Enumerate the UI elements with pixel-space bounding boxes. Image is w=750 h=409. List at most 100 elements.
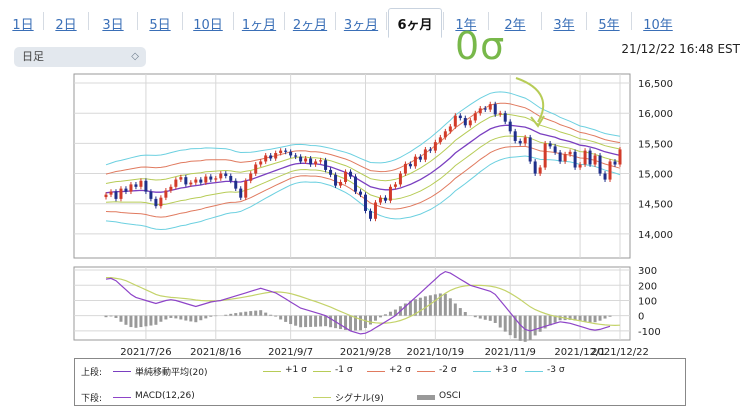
tab-7[interactable]: 2ヶ月	[292, 17, 328, 33]
legend-swatch	[113, 371, 131, 372]
osci-bar	[359, 315, 363, 331]
candle-body	[209, 176, 213, 180]
osci-bar	[209, 315, 213, 317]
candle-body	[234, 180, 238, 189]
candle-body	[363, 194, 367, 211]
tab-14[interactable]: 10年	[643, 17, 673, 33]
osci-bar	[463, 312, 467, 316]
candle-body	[274, 153, 278, 159]
legend-lower-row: 下段: MACD(12,26) シグナル(9) OSCI	[75, 389, 685, 405]
candle-body	[578, 164, 582, 168]
candle-body	[349, 171, 353, 177]
osci-bar	[578, 315, 582, 322]
candle-body	[598, 155, 602, 174]
osci-bar	[139, 315, 143, 328]
candle-body	[513, 131, 517, 141]
osci-bar	[309, 315, 313, 327]
tab-3[interactable]: 3日	[102, 17, 124, 33]
candle-body	[543, 143, 547, 168]
candle-body	[159, 197, 163, 207]
osci-bar	[403, 303, 407, 316]
legend-swatch	[417, 371, 435, 372]
osci-bar	[473, 315, 477, 318]
legend-swatch	[525, 371, 543, 372]
x-tick-label: 2021/12/1	[554, 347, 605, 358]
tab-separator	[233, 12, 234, 30]
osci-bar	[294, 315, 298, 326]
osci-bar	[204, 315, 208, 319]
osci-bar	[608, 315, 612, 317]
osci-bar	[508, 315, 512, 336]
candle-body	[184, 177, 188, 185]
tab-1[interactable]: 1日	[12, 17, 34, 33]
tab-9[interactable]: 6ヶ月	[388, 8, 442, 38]
candle-body	[204, 176, 208, 183]
candle-body	[199, 179, 203, 183]
osci-bar	[423, 296, 427, 316]
candle-body	[284, 150, 288, 152]
osci-bar	[538, 315, 542, 332]
osci-bar	[279, 315, 283, 320]
tab-11[interactable]: 2年	[504, 17, 526, 33]
legend-swatch	[113, 397, 131, 398]
interval-select-value: 日足	[22, 50, 44, 63]
osci-bar	[368, 315, 372, 325]
candle-body	[393, 184, 397, 187]
candle-body	[603, 173, 607, 180]
x-tick-label: 2021/7/26	[120, 347, 171, 358]
candle-body	[164, 190, 168, 198]
candle-body	[483, 108, 487, 110]
legend-item-label: 単純移動平均(20)	[135, 368, 208, 378]
tab-5[interactable]: 10日	[193, 17, 223, 33]
tab-12[interactable]: 3年	[553, 17, 575, 33]
osci-bar	[199, 315, 203, 321]
osci-bar	[428, 295, 432, 316]
plus-3-sigma-line	[105, 91, 621, 166]
y-tick-label: 16,000	[638, 109, 673, 120]
candle-body	[219, 173, 223, 179]
candle-body	[408, 163, 412, 167]
osci-bar	[588, 315, 592, 323]
legend-item-label: シグナル(9)	[335, 394, 384, 404]
candle-body	[264, 155, 268, 162]
osci-bar	[284, 315, 288, 322]
candle-body	[438, 137, 442, 143]
candle-body	[344, 171, 348, 182]
tab-13[interactable]: 5年	[598, 17, 620, 33]
macd-y-tick-label: 300	[638, 266, 657, 277]
tab-6[interactable]: 1ヶ月	[241, 17, 277, 33]
tab-4[interactable]: 5日	[149, 17, 171, 33]
tab-separator	[137, 12, 138, 30]
tab-separator	[284, 12, 285, 30]
tab-separator	[631, 12, 632, 30]
osci-bar	[254, 310, 258, 316]
candle-body	[588, 150, 592, 165]
legend-item-label: +1 σ	[285, 365, 307, 375]
osci-bar	[319, 315, 323, 327]
osci-bar	[299, 315, 303, 328]
interval-select[interactable]: 日足 ◇	[14, 47, 146, 67]
signal-line	[106, 277, 621, 327]
tab-2[interactable]: 2日	[55, 17, 77, 33]
osci-bar	[134, 315, 138, 328]
tab-10[interactable]: 1年	[455, 17, 477, 33]
macd-y-tick-label: 100	[638, 296, 657, 307]
price-plot-area	[73, 73, 631, 259]
candle-body	[428, 149, 432, 151]
osci-bar	[344, 315, 348, 330]
legend-swatch	[473, 371, 491, 372]
candle-body	[104, 194, 108, 198]
last-updated-timestamp: 21/12/22 16:48 EST	[621, 42, 740, 56]
candle-body	[144, 180, 148, 192]
osci-bar	[603, 315, 607, 319]
candle-body	[473, 113, 477, 121]
y-tick-label: 15,000	[638, 170, 673, 181]
candle-body	[383, 197, 387, 201]
legend-lower-title: 下段:	[81, 394, 103, 404]
candle-body	[548, 143, 552, 147]
tab-8[interactable]: 3ヶ月	[343, 17, 379, 33]
candle-body	[558, 152, 562, 162]
osci-bar	[488, 315, 492, 321]
tab-separator	[386, 12, 387, 30]
legend-swatch	[313, 371, 331, 372]
